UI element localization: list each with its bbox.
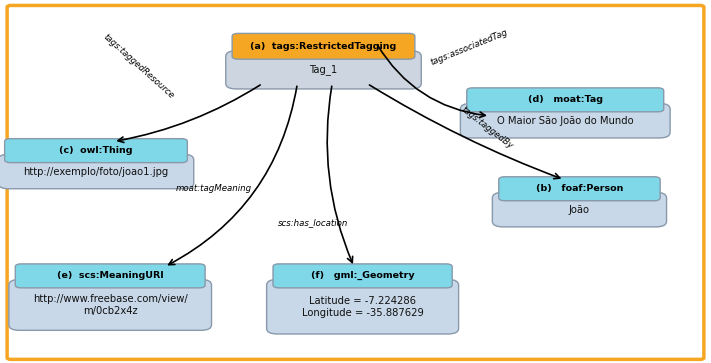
Text: (f)   gml:_Geometry: (f) gml:_Geometry [311,271,415,281]
FancyBboxPatch shape [226,51,421,89]
Text: (d)   moat:Tag: (d) moat:Tag [528,95,603,104]
FancyBboxPatch shape [498,177,660,201]
FancyBboxPatch shape [267,280,459,334]
Text: O Maior São João do Mundo: O Maior São João do Mundo [497,116,634,126]
Text: tags:taggedBy: tags:taggedBy [459,105,515,151]
FancyBboxPatch shape [7,5,704,359]
Text: scs:has_location: scs:has_location [278,218,348,227]
Text: João: João [569,205,590,215]
Text: moat:tagMeaning: moat:tagMeaning [175,184,252,193]
Text: tags:associatedTag: tags:associatedTag [429,28,509,68]
Text: (a)  tags:RestrictedTagging: (a) tags:RestrictedTagging [250,42,397,51]
Text: http://exemplo/foto/joao1.jpg: http://exemplo/foto/joao1.jpg [23,167,169,176]
FancyBboxPatch shape [232,33,415,59]
FancyBboxPatch shape [467,88,664,112]
Text: Latitude = -7.224286
Longitude = -35.887629: Latitude = -7.224286 Longitude = -35.887… [301,296,424,318]
Text: tags:taggedResource: tags:taggedResource [102,32,176,100]
FancyBboxPatch shape [492,192,666,227]
Text: http://www.freebase.com/view/
m/0cb2x4z: http://www.freebase.com/view/ m/0cb2x4z [33,294,188,316]
Text: Tag_1: Tag_1 [309,64,338,76]
Text: (c)  owl:Thing: (c) owl:Thing [59,146,133,155]
FancyBboxPatch shape [9,280,212,330]
Text: (b)   foaf:Person: (b) foaf:Person [536,184,623,193]
FancyBboxPatch shape [0,154,193,189]
Text: (e)  scs:MeaningURI: (e) scs:MeaningURI [57,272,164,280]
FancyBboxPatch shape [461,103,670,138]
FancyBboxPatch shape [273,264,452,288]
FancyBboxPatch shape [16,264,205,288]
FancyBboxPatch shape [5,139,188,163]
